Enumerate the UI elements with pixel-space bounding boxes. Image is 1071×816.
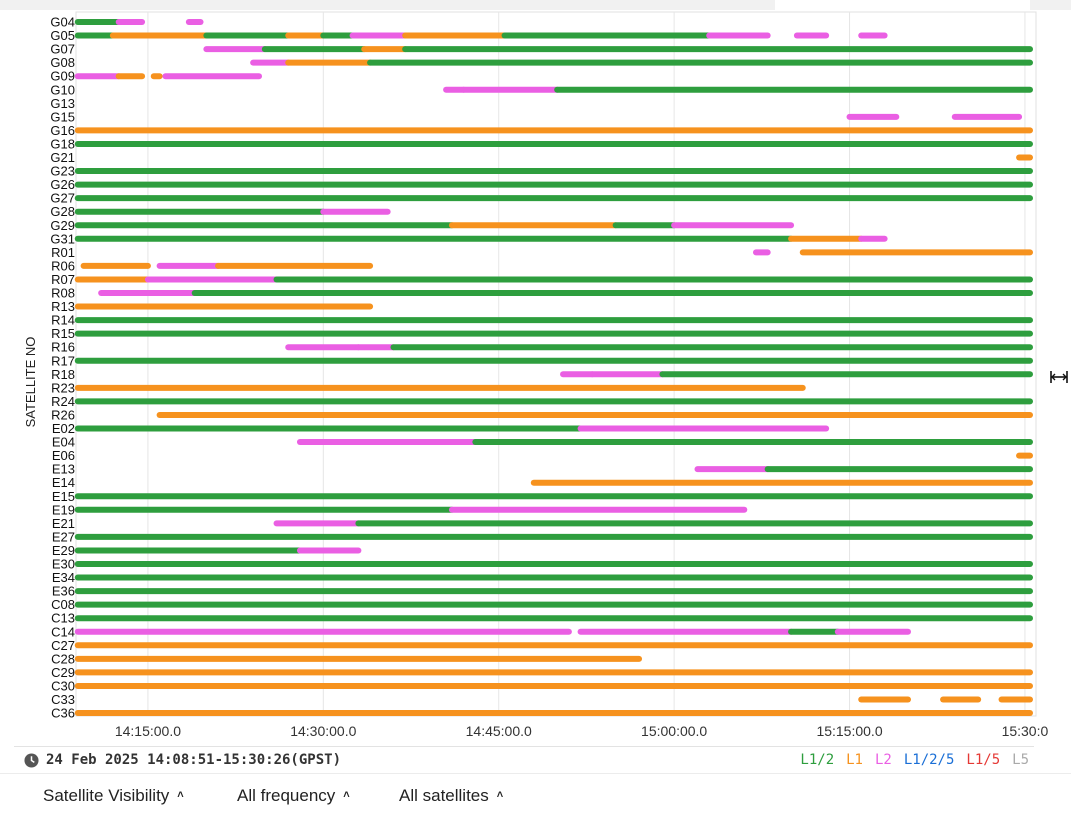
x-tick-label: 14:45:00.0: [466, 723, 532, 739]
chevron-up-icon: ˄: [177, 789, 184, 801]
satellite-label: E29: [52, 543, 75, 558]
satellite-label: R23: [51, 380, 75, 395]
satellite-label: G05: [50, 28, 75, 43]
legend-item[interactable]: L2: [874, 752, 892, 768]
satellite-label: G31: [50, 231, 75, 246]
satellite-label: R16: [51, 340, 75, 355]
frequency-select-label: All frequency: [237, 786, 336, 805]
satellite-label: R14: [51, 313, 75, 328]
controls-divider: [0, 773, 1071, 774]
satellite-label: E34: [52, 570, 75, 585]
frequency-select[interactable]: All frequency ˄: [237, 786, 350, 806]
satellite-label: G21: [50, 150, 75, 165]
legend-item[interactable]: L1/2/5: [903, 752, 955, 768]
y-axis-label: SATELLITE NO: [23, 337, 38, 428]
satellite-label: G29: [50, 218, 75, 233]
satellite-label: C14: [51, 624, 75, 639]
satellite-label: E15: [52, 489, 75, 504]
time-range-bar: 24 Feb 2025 14:08:51-15:30:26(GPST) L1/2…: [0, 747, 1071, 773]
satellite-label: E36: [52, 584, 75, 599]
chevron-up-icon: ˄: [496, 789, 504, 801]
satellite-label: G27: [50, 191, 75, 206]
satellite-label: G23: [50, 164, 75, 179]
x-tick-label: 14:15:00.0: [115, 723, 181, 739]
clock-icon: [24, 753, 39, 768]
frequency-legend: L1/2 L1 L2 L1/2/5 L1/5 L5: [800, 752, 1029, 768]
x-tick-label: 15:00:00.0: [641, 723, 707, 739]
satellite-label: C13: [51, 611, 75, 626]
satellite-label: R18: [51, 367, 75, 382]
footer-divider: [14, 746, 1034, 747]
legend-item[interactable]: L1/5: [966, 752, 1001, 768]
x-tick-label: 14:30:00.0: [290, 723, 356, 739]
satellite-label: R24: [51, 394, 75, 409]
satellite-label: G09: [50, 69, 75, 84]
satellite-label: G04: [50, 15, 75, 30]
x-tick-label: 15:30:0: [1002, 723, 1049, 739]
satellite-label: E13: [52, 462, 75, 477]
satellite-label: R07: [51, 272, 75, 287]
satellite-label: R06: [51, 258, 75, 273]
satellite-label: E19: [52, 502, 75, 517]
satellite-label: G08: [50, 55, 75, 70]
view-select-label: Satellite Visibility: [43, 786, 170, 805]
satellite-label: G15: [50, 109, 75, 124]
satellite-label: G07: [50, 42, 75, 57]
satellite-label: C30: [51, 678, 75, 693]
satellite-label: E02: [52, 421, 75, 436]
satellite-label: R13: [51, 299, 75, 314]
satellite-label: G16: [50, 123, 75, 138]
top-strip: [0, 0, 1071, 10]
satellite-label: C36: [51, 706, 75, 721]
resize-handle-icon[interactable]: [1048, 369, 1070, 385]
satellites-select[interactable]: All satellites ˄: [399, 786, 503, 806]
satellite-label: G26: [50, 177, 75, 192]
x-tick-label: 15:15:00.0: [816, 723, 882, 739]
satellite-label: C29: [51, 665, 75, 680]
time-range-text: 24 Feb 2025 14:08:51-15:30:26(GPST): [46, 752, 342, 768]
satellite-label: C33: [51, 692, 75, 707]
satellite-label: G18: [50, 136, 75, 151]
satellite-label: R01: [51, 245, 75, 260]
satellite-label: E04: [52, 435, 75, 450]
satellite-label: C08: [51, 597, 75, 612]
satellite-label: E06: [52, 448, 75, 463]
satellite-label: C28: [51, 651, 75, 666]
satellite-label: E14: [52, 475, 75, 490]
satellite-label: G28: [50, 204, 75, 219]
satellite-label: G10: [50, 82, 75, 97]
legend-item[interactable]: L1: [846, 752, 863, 768]
legend-item[interactable]: L1/2: [800, 752, 835, 768]
satellite-label: R26: [51, 407, 75, 422]
satellite-label: R17: [51, 353, 75, 368]
satellite-label: E27: [52, 529, 75, 544]
satellite-label: E30: [52, 557, 75, 572]
satellite-visibility-chart: 14:15:00.0 14:30:00.0 14:45:00.0 15:00:00.0…: [0, 10, 1071, 746]
satellite-label: E21: [52, 516, 75, 531]
view-select[interactable]: Satellite Visibility ˄: [43, 786, 184, 806]
satellite-label: R08: [51, 286, 75, 301]
chart-svg: 14:15:00.0 14:30:00.0 14:45:00.0 15:00:00.0…: [23, 11, 1049, 739]
satellite-label: R15: [51, 326, 75, 341]
controls-bar: Satellite Visibility ˄ All frequency ˄ A…: [0, 774, 1071, 816]
legend-item[interactable]: L5: [1012, 752, 1029, 768]
satellites-select-label: All satellites: [399, 786, 489, 805]
satellite-label: G13: [50, 96, 75, 111]
satellite-label: C27: [51, 638, 75, 653]
chevron-up-icon: ˄: [343, 789, 350, 801]
